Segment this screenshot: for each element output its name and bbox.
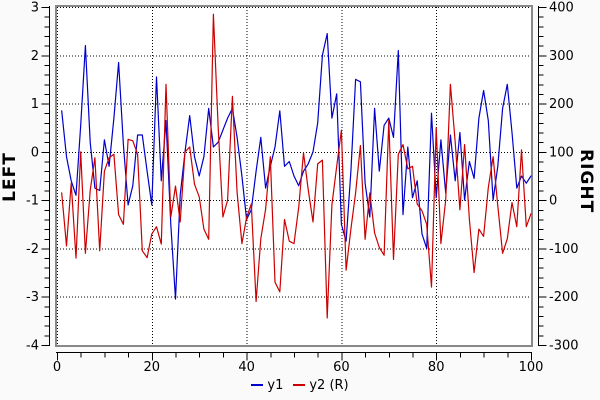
- plot-border: [55, 5, 533, 347]
- right-tick-label: 100: [549, 145, 574, 160]
- x-tick-label: 40: [238, 360, 255, 375]
- left-tick-label: 0: [31, 145, 39, 160]
- left-axis-title: LEFT: [0, 152, 20, 202]
- left-tick-label: -2: [26, 242, 39, 257]
- right-tick-label: 0: [549, 194, 557, 209]
- legend-label-y2: y2 (R): [309, 377, 349, 393]
- right-tick-label: -100: [549, 242, 579, 257]
- left-tick-label: -1: [26, 194, 39, 209]
- left-tick-label: 2: [31, 49, 39, 64]
- right-tick-label: 200: [549, 97, 574, 112]
- x-tick-label: 100: [519, 360, 544, 375]
- left-tick-label: -4: [26, 339, 39, 354]
- y1-line-swatch: [251, 384, 264, 386]
- legend-label-y1: y1: [267, 377, 284, 393]
- left-tick-label: -3: [26, 290, 39, 305]
- x-tick-label: 0: [53, 360, 61, 375]
- legend: y1 y2 (R): [0, 375, 600, 395]
- series-line-2: [61, 13, 532, 319]
- y2-line-swatch: [293, 384, 306, 386]
- x-tick-label: 80: [428, 360, 445, 375]
- right-axis-title: RIGHT: [576, 149, 596, 214]
- right-tick-label: 300: [549, 49, 574, 64]
- right-tick-label: -200: [549, 290, 579, 305]
- x-tick-label: 60: [333, 360, 350, 375]
- right-tick-label: 400: [549, 1, 574, 16]
- left-tick-label: 1: [31, 97, 39, 112]
- series-line-1: [61, 32, 532, 300]
- right-tick-label: -300: [549, 339, 579, 354]
- legend-item-y1: y1: [251, 378, 283, 393]
- x-tick-label: 20: [144, 360, 161, 375]
- left-tick-label: 3: [31, 1, 39, 16]
- legend-item-y2: y2 (R): [293, 377, 349, 393]
